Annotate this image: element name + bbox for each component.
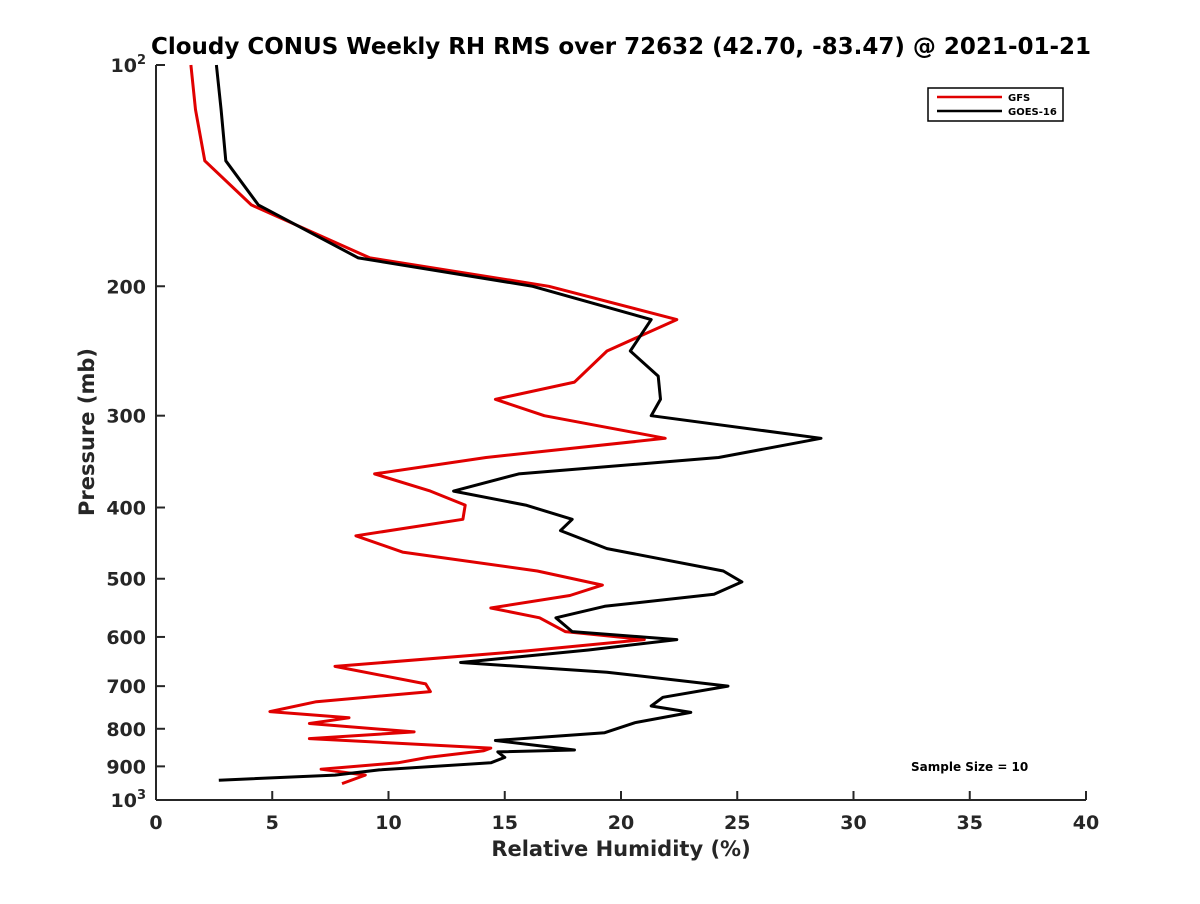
y-tick-exponent: 2: [137, 53, 146, 68]
legend-box: [927, 87, 1064, 122]
x-tick-label: 20: [608, 812, 634, 834]
x-tick-label: 35: [957, 812, 983, 834]
y-tick-label: 600: [106, 627, 146, 649]
x-axis-ticks: 0 5 10 15 20 25 30 35 40: [149, 791, 1099, 834]
plot-area: [155, 65, 1086, 801]
series-line-gfs: [189, 64, 679, 786]
y-tick-label: 400: [106, 498, 146, 520]
y-tick-label: 900: [106, 756, 146, 778]
y-tick-label: 103: [111, 788, 147, 812]
y-tick-label: 800: [106, 719, 146, 741]
x-tick-label: 15: [492, 812, 518, 834]
sample-size-annotation: Sample Size = 10: [911, 760, 1028, 774]
legend-label-gfs: GFS: [1008, 93, 1030, 104]
y-tick-exponent: 3: [137, 788, 146, 803]
legend: GFS GOES-16: [927, 87, 1064, 122]
x-tick-label: 40: [1073, 812, 1099, 834]
series-line-goes16: [214, 64, 823, 782]
y-tick-label: 500: [106, 569, 146, 591]
series-layer: [189, 64, 823, 786]
x-tick-label: 30: [840, 812, 866, 834]
x-tick-label: 0: [149, 812, 162, 834]
y-tick-base: 10: [111, 55, 137, 77]
y-tick-label: 700: [106, 676, 146, 698]
y-tick-label: 300: [106, 406, 146, 428]
x-tick-label: 5: [266, 812, 279, 834]
x-tick-label: 10: [375, 812, 401, 834]
y-axis-label: Pressure (mb): [75, 348, 99, 516]
y-tick-base: 10: [111, 790, 137, 812]
x-axis-label: Relative Humidity (%): [491, 837, 750, 861]
y-tick-label: 200: [106, 276, 146, 298]
chart-title: Cloudy CONUS Weekly RH RMS over 72632 (4…: [151, 34, 1091, 60]
y-tick-label: 102: [111, 53, 147, 77]
legend-label-goes16: GOES-16: [1008, 107, 1057, 118]
x-tick-label: 25: [724, 812, 750, 834]
